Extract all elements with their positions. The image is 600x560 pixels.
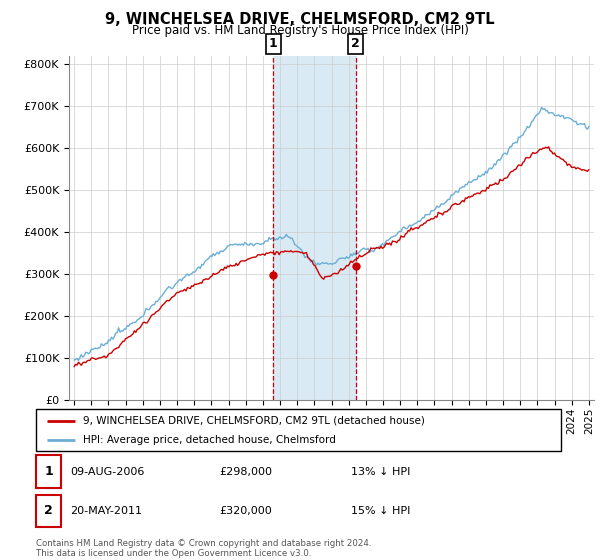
Text: 1: 1 (269, 38, 278, 50)
Bar (273, 56, 356, 400)
Text: 13% ↓ HPI: 13% ↓ HPI (351, 467, 410, 477)
Text: HPI: Average price, detached house, Chelmsford: HPI: Average price, detached house, Chel… (83, 435, 336, 445)
Text: Price paid vs. HM Land Registry's House Price Index (HPI): Price paid vs. HM Land Registry's House … (131, 24, 469, 37)
Text: £298,000: £298,000 (220, 467, 273, 477)
Text: Contains HM Land Registry data © Crown copyright and database right 2024.: Contains HM Land Registry data © Crown c… (36, 539, 371, 548)
Text: 2: 2 (351, 38, 360, 50)
Text: 09-AUG-2006: 09-AUG-2006 (70, 467, 145, 477)
Text: This data is licensed under the Open Government Licence v3.0.: This data is licensed under the Open Gov… (36, 549, 311, 558)
Text: £320,000: £320,000 (220, 506, 272, 516)
Text: 20-MAY-2011: 20-MAY-2011 (70, 506, 142, 516)
Text: 9, WINCHELSEA DRIVE, CHELMSFORD, CM2 9TL: 9, WINCHELSEA DRIVE, CHELMSFORD, CM2 9TL (105, 12, 495, 27)
Text: 2: 2 (44, 505, 53, 517)
Text: 15% ↓ HPI: 15% ↓ HPI (351, 506, 410, 516)
Bar (36, 455, 61, 488)
Bar (36, 494, 61, 528)
Text: 1: 1 (44, 465, 53, 478)
Text: 9, WINCHELSEA DRIVE, CHELMSFORD, CM2 9TL (detached house): 9, WINCHELSEA DRIVE, CHELMSFORD, CM2 9TL… (83, 416, 425, 426)
